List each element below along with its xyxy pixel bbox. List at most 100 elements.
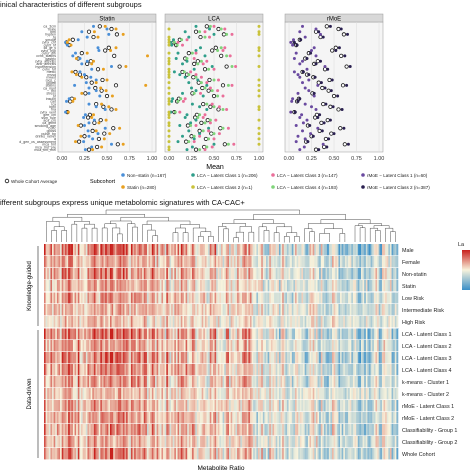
heatmap-cell bbox=[100, 388, 103, 400]
heatmap-cell bbox=[372, 340, 375, 352]
heatmap-cell bbox=[323, 412, 326, 424]
heatmap-cell bbox=[74, 268, 77, 280]
heatmap-cell bbox=[172, 352, 175, 364]
heatmap-cell bbox=[293, 328, 296, 340]
heatmap-cell bbox=[177, 268, 180, 280]
heatmap-cell bbox=[224, 436, 227, 448]
point-statin bbox=[102, 137, 106, 141]
heatmap-cell bbox=[159, 448, 162, 460]
heatmap-cell bbox=[325, 328, 328, 340]
heatmap-cell bbox=[327, 280, 330, 292]
heatmap-cell bbox=[306, 436, 309, 448]
heatmap-cell bbox=[227, 388, 230, 400]
heatmap-cell bbox=[50, 316, 53, 328]
heatmap-cell bbox=[354, 352, 357, 364]
heatmap-cell bbox=[283, 364, 286, 376]
heatmap-cell bbox=[153, 388, 156, 400]
heatmap-cell bbox=[146, 376, 149, 388]
heatmap-cell bbox=[357, 352, 360, 364]
heatmap-cell bbox=[343, 304, 346, 316]
point-lca4 bbox=[225, 32, 229, 36]
heatmap-cell bbox=[188, 304, 191, 316]
heatmap-cell bbox=[169, 400, 172, 412]
heatmap-cell bbox=[303, 388, 305, 400]
heatmap-cell bbox=[315, 268, 318, 280]
heatmap-cell bbox=[58, 412, 61, 424]
heatmap-cell bbox=[90, 304, 93, 316]
heatmap-cell bbox=[177, 256, 180, 268]
heatmap-cell bbox=[335, 256, 338, 268]
heatmap-cell bbox=[126, 388, 128, 400]
point-lca4 bbox=[198, 30, 202, 34]
heatmap-cell bbox=[45, 412, 48, 424]
heatmap-cell bbox=[349, 340, 352, 352]
heatmap-cell bbox=[60, 244, 62, 256]
heatmap-cell bbox=[92, 328, 95, 340]
heatmap-cell bbox=[76, 256, 79, 268]
heatmap-cell bbox=[126, 268, 128, 280]
heatmap-cell bbox=[142, 328, 145, 340]
heatmap-cell bbox=[77, 256, 80, 268]
point-whole bbox=[339, 53, 344, 58]
heatmap-cell bbox=[196, 352, 199, 364]
point-nonstatin bbox=[103, 126, 107, 130]
point-lca3 bbox=[176, 40, 180, 44]
heatmap-cell bbox=[198, 268, 201, 280]
heatmap-cell bbox=[71, 436, 74, 448]
heatmap-cell bbox=[256, 412, 259, 424]
point-statin bbox=[74, 140, 77, 144]
heatmap-cell bbox=[233, 316, 236, 328]
point-rmoe1 bbox=[298, 62, 302, 66]
point-lca3 bbox=[199, 75, 203, 79]
heatmap-cell bbox=[111, 364, 114, 376]
point-rmoe1 bbox=[294, 51, 298, 55]
point-lca3 bbox=[223, 46, 227, 50]
heatmap-cell bbox=[240, 256, 243, 268]
heatmap-cell bbox=[254, 364, 257, 376]
point-rmoe1 bbox=[316, 83, 320, 87]
point-whole bbox=[319, 120, 324, 125]
heatmap-cell bbox=[79, 244, 82, 256]
point-lca3 bbox=[225, 107, 229, 111]
heatmap-cell bbox=[56, 316, 59, 328]
point-lca1 bbox=[185, 148, 189, 152]
heatmap-cell bbox=[317, 268, 320, 280]
heatmap-cell bbox=[349, 304, 352, 316]
heatmap-cell bbox=[298, 400, 301, 412]
heatmap-cell bbox=[274, 340, 277, 352]
heatmap-cell bbox=[185, 352, 188, 364]
heatmap-cell bbox=[179, 448, 182, 460]
heatmap-cell bbox=[138, 316, 141, 328]
heatmap-cell bbox=[351, 304, 354, 316]
heatmap-cell bbox=[158, 304, 161, 316]
y-tick-label: a bbox=[54, 137, 56, 141]
heatmap-cell bbox=[389, 376, 392, 388]
y-tick-label: stress bbox=[46, 92, 56, 96]
heatmap-cell bbox=[103, 400, 106, 412]
heatmap-cell bbox=[56, 436, 59, 448]
point-rmoe2 bbox=[346, 32, 349, 36]
heatmap-cell bbox=[124, 292, 127, 304]
heatmap-cell bbox=[251, 388, 254, 400]
heatmap-cell bbox=[85, 388, 88, 400]
heatmap-cell bbox=[383, 328, 386, 340]
point-lca2 bbox=[167, 75, 171, 79]
point-statin bbox=[114, 27, 118, 31]
heatmap-cell bbox=[206, 316, 209, 328]
heatmap-cell bbox=[56, 280, 59, 292]
heatmap-cell bbox=[341, 388, 344, 400]
heatmap-cell bbox=[82, 328, 85, 340]
point-statin bbox=[105, 78, 109, 82]
heatmap-cell bbox=[61, 352, 64, 364]
heatmap-cell bbox=[238, 316, 241, 328]
heatmap-cell bbox=[225, 352, 228, 364]
heatmap-cell bbox=[370, 400, 373, 412]
point-lca4 bbox=[212, 132, 216, 136]
heatmap-cell bbox=[293, 352, 296, 364]
heatmap-cell bbox=[367, 436, 370, 448]
heatmap-cell bbox=[375, 292, 378, 304]
heatmap-cell bbox=[232, 352, 235, 364]
point-rmoe1 bbox=[312, 94, 316, 98]
heatmap-cell bbox=[90, 412, 93, 424]
heatmap-cell bbox=[85, 244, 88, 256]
